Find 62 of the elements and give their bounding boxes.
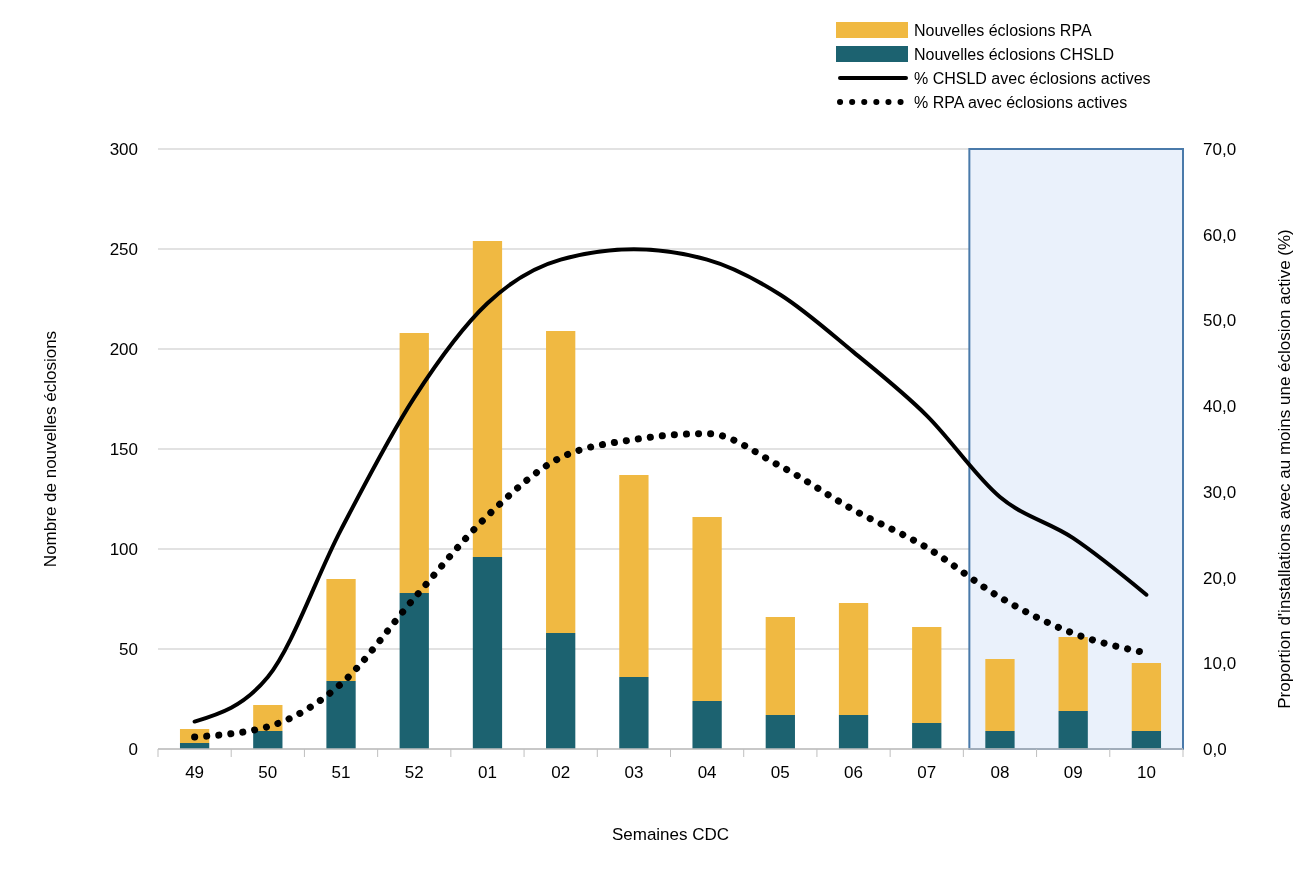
x-tick-label: 01 (478, 763, 497, 782)
bar (399, 333, 429, 593)
bar (546, 633, 576, 749)
y-tick-label: 0 (128, 740, 138, 759)
x-tick-label: 50 (258, 763, 278, 782)
bar (985, 731, 1015, 749)
bar (912, 627, 942, 723)
bar (619, 677, 649, 749)
bar (399, 593, 429, 749)
y2-tick-label: 20,0 (1203, 568, 1237, 588)
bar (326, 681, 356, 749)
y-tick-label: 50 (119, 640, 138, 659)
bar (692, 701, 722, 749)
x-tick-label: 52 (404, 763, 424, 782)
y2-axis-title: Proportion d'installations avec au moins une éclosion active (%) (1275, 229, 1294, 709)
x-tick-label: 04 (697, 763, 717, 782)
y2-tick-label: 50,0 (1203, 311, 1237, 331)
legend-label: Nouvelles éclosions CHSLD (914, 46, 1115, 63)
bar (546, 331, 576, 633)
x-tick-label: 06 (844, 763, 863, 782)
bar (912, 723, 942, 749)
y-tick-label: 300 (109, 140, 138, 159)
bar (326, 579, 356, 681)
x-tick-label: 02 (551, 763, 571, 782)
y-tick-label: 100 (109, 540, 138, 559)
bar (619, 475, 649, 677)
y-tick-label: 200 (109, 340, 138, 359)
bar (1058, 637, 1088, 711)
bar (765, 617, 795, 715)
x-axis-title: Semaines CDC (611, 825, 730, 844)
y-axis-title: Nombre de nouvelles éclosions (41, 330, 60, 568)
x-tick-label: 07 (917, 763, 937, 782)
bar (1058, 711, 1088, 749)
bar (985, 659, 1015, 731)
bar (472, 557, 503, 749)
bar (472, 241, 503, 557)
legend-label: % CHSLD avec éclosions actives (914, 70, 1151, 87)
x-tick-label: 08 (990, 763, 1010, 782)
bar (1131, 731, 1162, 749)
legend-label: % RPA avec éclosions actives (914, 94, 1128, 111)
y2-tick-label: 70,0 (1203, 140, 1237, 159)
bar (1131, 663, 1162, 731)
bar (692, 517, 722, 701)
bar (838, 603, 869, 715)
y-tick-label: 250 (109, 240, 138, 259)
x-tick-label: 51 (331, 763, 351, 782)
y2-tick-label: 0,0 (1203, 740, 1227, 759)
x-tick-label: 10 (1136, 763, 1156, 782)
line-series (192, 247, 1149, 724)
x-tick-label: 49 (185, 763, 205, 782)
x-tick-label: 09 (1063, 763, 1083, 782)
legend-label: Nouvelles éclosions RPA (914, 22, 1092, 39)
x-tick-label: 05 (770, 763, 790, 782)
bar (838, 715, 869, 749)
y2-tick-label: 40,0 (1203, 397, 1237, 417)
y2-tick-label: 10,0 (1203, 654, 1237, 674)
bar (253, 731, 283, 749)
y2-tick-label: 60,0 (1203, 225, 1237, 245)
y2-tick-label: 30,0 (1203, 482, 1237, 502)
bar (765, 715, 795, 749)
x-tick-label: 03 (624, 763, 644, 782)
y-tick-label: 150 (109, 440, 138, 459)
